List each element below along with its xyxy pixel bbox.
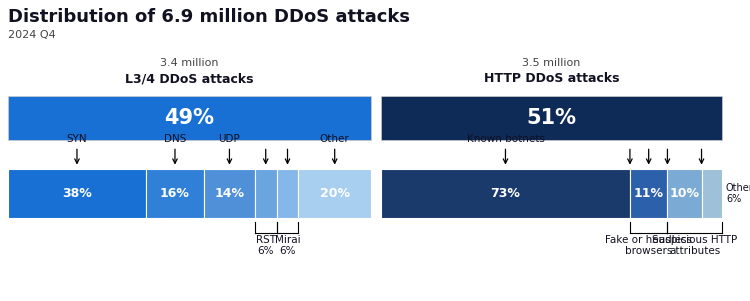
Text: Other
6%: Other 6% <box>726 183 750 204</box>
Text: 14%: 14% <box>214 187 244 200</box>
Bar <box>381 169 630 218</box>
Bar <box>8 169 146 218</box>
Text: 3.5 million: 3.5 million <box>522 58 580 68</box>
Text: RST
6%: RST 6% <box>256 234 276 256</box>
Text: 49%: 49% <box>164 108 214 128</box>
Bar <box>298 169 371 218</box>
Text: 51%: 51% <box>526 108 577 128</box>
Text: 73%: 73% <box>490 187 520 200</box>
Text: 38%: 38% <box>62 187 92 200</box>
Text: Distribution of 6.9 million DDoS attacks: Distribution of 6.9 million DDoS attacks <box>8 8 410 26</box>
Text: Other: Other <box>320 134 350 144</box>
Text: 16%: 16% <box>160 187 190 200</box>
Text: Fake or headless
browsers: Fake or headless browsers <box>605 234 692 256</box>
Bar <box>381 96 722 140</box>
Text: L3/4 DDoS attacks: L3/4 DDoS attacks <box>125 72 254 85</box>
Bar <box>204 169 255 218</box>
Text: SYN: SYN <box>67 134 87 144</box>
Text: Mirai
6%: Mirai 6% <box>274 234 300 256</box>
Text: 20%: 20% <box>320 187 350 200</box>
Bar <box>255 169 277 218</box>
Bar <box>277 169 298 218</box>
Text: 2024 Q4: 2024 Q4 <box>8 30 56 40</box>
Text: HTTP DDoS attacks: HTTP DDoS attacks <box>484 72 620 85</box>
Bar <box>668 169 701 218</box>
Bar <box>701 169 722 218</box>
Bar <box>630 169 668 218</box>
Text: 10%: 10% <box>670 187 700 200</box>
Text: Suspicious HTTP
attributes: Suspicious HTTP attributes <box>652 234 737 256</box>
Bar <box>146 169 204 218</box>
Text: 11%: 11% <box>634 187 664 200</box>
Text: DNS: DNS <box>164 134 186 144</box>
Text: UDP: UDP <box>218 134 240 144</box>
Bar <box>8 96 371 140</box>
Text: 3.4 million: 3.4 million <box>160 58 219 68</box>
Text: Known botnets: Known botnets <box>466 134 544 144</box>
